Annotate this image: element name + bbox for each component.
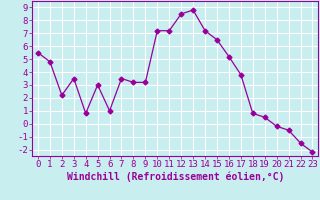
X-axis label: Windchill (Refroidissement éolien,°C): Windchill (Refroidissement éolien,°C) <box>67 172 284 182</box>
